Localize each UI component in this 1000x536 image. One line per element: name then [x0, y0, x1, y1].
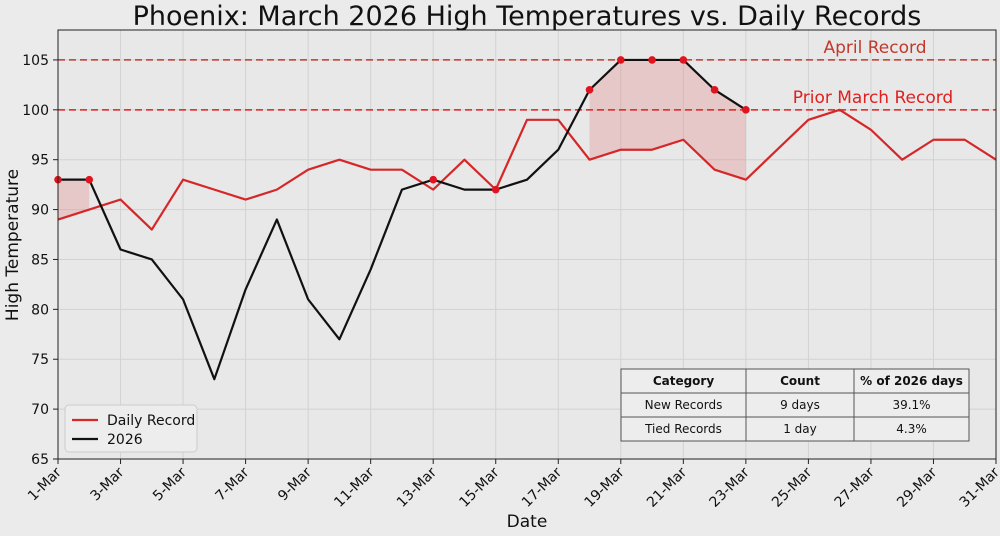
chart-title: Phoenix: March 2026 High Temperatures vs…: [133, 1, 922, 32]
y-axis-label: High Temperature: [3, 169, 23, 321]
y-tick-label: 70: [31, 402, 49, 418]
record-marker: [648, 56, 656, 64]
table-cell: 4.3%: [896, 422, 927, 436]
y-tick-label: 85: [31, 252, 49, 268]
table-cell: 39.1%: [892, 398, 930, 412]
y-tick-label: 65: [31, 452, 49, 468]
series-line-2026: [58, 58, 747, 381]
reference-line-label: Prior March Record: [793, 88, 953, 108]
legend-label: 2026: [107, 432, 143, 448]
reference-line-label: April Record: [824, 38, 927, 58]
x-tick-label: 25-Mar: [769, 464, 815, 510]
legend-box: [64, 404, 198, 453]
x-tick-label: 21-Mar: [644, 464, 690, 510]
table-header-cell: % of 2026 days: [860, 374, 963, 388]
y-tick-label: 90: [31, 203, 49, 219]
x-tick-label: 31-Mar: [957, 464, 1000, 510]
record-marker: [429, 175, 438, 184]
x-tick-label: 27-Mar: [832, 464, 878, 510]
record-shaded-region: [58, 179, 90, 220]
series-line-daily-record: [57, 108, 997, 231]
x-tick-label: 3-Mar: [87, 464, 127, 504]
x-tick-label: 5-Mar: [150, 464, 190, 504]
x-tick-label: 1-Mar: [25, 464, 65, 504]
record-marker: [617, 56, 625, 64]
record-marker: [85, 175, 94, 184]
y-tick-label: 105: [22, 53, 49, 69]
record-marker: [585, 86, 594, 94]
table-cell: Tied Records: [644, 422, 722, 436]
table-border: [620, 368, 970, 442]
x-tick-label: 13-Mar: [394, 464, 440, 510]
table-header-cell: Count: [780, 374, 820, 388]
x-tick-label: 17-Mar: [519, 464, 565, 510]
table-header-cell: Category: [653, 374, 715, 388]
x-tick-label: 29-Mar: [894, 464, 940, 510]
record-marker: [491, 185, 500, 194]
x-tick-label: 7-Mar: [213, 464, 253, 504]
x-tick-label: 9-Mar: [275, 464, 315, 504]
x-axis-label: Date: [507, 512, 548, 532]
legend: Daily Record 2026: [64, 404, 198, 453]
record-marker: [679, 56, 688, 64]
table-cell: 9 days: [780, 398, 820, 412]
legend-label: Daily Record: [107, 413, 195, 429]
plot-frame: [57, 29, 997, 460]
table-cell: New Records: [645, 398, 723, 412]
x-tick-label: 15-Mar: [456, 464, 502, 510]
table-cell: 1 day: [783, 422, 817, 436]
x-tick-label: 23-Mar: [707, 464, 753, 510]
stats-table: Category Count % of 2026 days New Records 9 …: [620, 368, 970, 442]
x-tick-label: 11-Mar: [331, 464, 377, 510]
x-tick-label: 19-Mar: [581, 464, 627, 510]
y-tick-label: 75: [31, 352, 49, 368]
y-tick-label: 100: [22, 103, 49, 119]
y-tick-label: 95: [31, 153, 49, 169]
y-tick-label: 80: [31, 302, 49, 318]
record-marker: [710, 86, 719, 94]
record-marker: [742, 106, 750, 114]
